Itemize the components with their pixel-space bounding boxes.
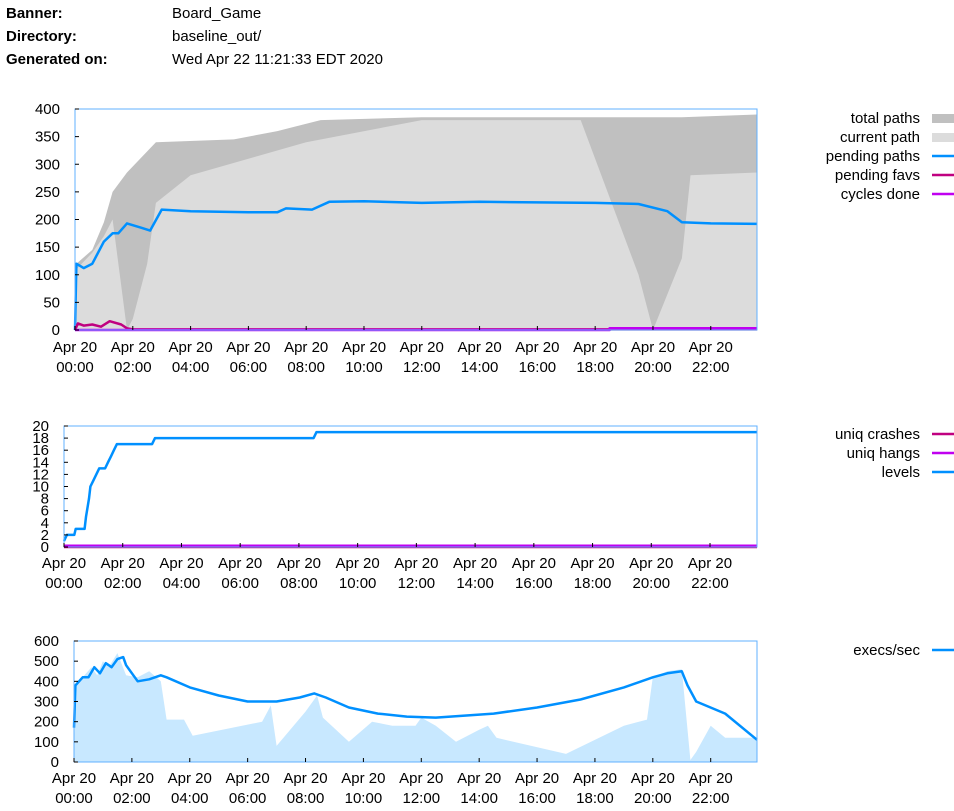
legend-label: uniq crashes (835, 426, 920, 443)
y-tick-label: 6 (41, 503, 49, 520)
legend-swatch (932, 133, 954, 142)
legend-item: uniq crashes (835, 426, 954, 443)
x-tick-label: Apr 20 08:00 (284, 339, 328, 376)
x-tick-label: Apr 20 04:00 (168, 339, 212, 376)
y-tick-label: 250 (35, 184, 60, 201)
legend-label: total paths (851, 110, 920, 127)
chart-1: 0 50 100 150 200 250 300 350 400 Apr 20 00:00 Apr 2… (35, 101, 954, 376)
banner-value: Board_Game (172, 5, 262, 22)
y-tick-label: 14 (32, 454, 49, 471)
y-tick-label: 0 (41, 539, 49, 556)
x-tick-label: Apr 20 02:00 (101, 555, 145, 592)
x-tick-label: Apr 20 14:00 (457, 339, 501, 376)
legend-item: cycles done (841, 186, 954, 203)
legend-item: current path (840, 129, 954, 146)
x-tick-label: Apr 20 02:00 (111, 339, 155, 376)
x-tick-label: Apr 20 20:00 (631, 339, 675, 376)
banner-label: Banner: (6, 5, 63, 22)
x-tick-label: Apr 20 18:00 (570, 555, 614, 592)
legend-label: current path (840, 129, 920, 146)
x-tick-label: Apr 20 12:00 (400, 339, 444, 376)
y-tick-label: 150 (35, 239, 60, 256)
y-tick-label: 300 (35, 156, 60, 173)
x-tick-label: Apr 20 20:00 (629, 555, 673, 592)
x-tick-label: Apr 20 00:00 (53, 339, 97, 376)
x-tick-label: Apr 20 22:00 (689, 339, 733, 376)
y-tick-label: 100 (34, 734, 59, 751)
x-tick-label: Apr 20 02:00 (110, 770, 154, 807)
x-tick-label: Apr 20 14:00 (457, 770, 501, 807)
y-tick-label: 400 (34, 673, 59, 690)
x-tick-label: Apr 20 08:00 (277, 555, 321, 592)
y-tick-label: 300 (34, 694, 59, 711)
x-tick-label: Apr 20 14:00 (453, 555, 497, 592)
y-tick-label: 50 (43, 294, 60, 311)
y-tick-label: 20 (32, 418, 49, 435)
legend-item: total paths (851, 110, 954, 127)
x-tick-label: Apr 20 10:00 (342, 339, 386, 376)
generated-value: Wed Apr 22 11:21:33 EDT 2020 (172, 51, 383, 68)
legend-label: cycles done (841, 186, 920, 203)
y-tick-label: 2 (41, 527, 49, 544)
x-tick-label: Apr 20 16:00 (515, 770, 559, 807)
directory-value: baseline_out/ (172, 28, 262, 45)
x-tick-label: Apr 20 08:00 (283, 770, 327, 807)
x-tick-label: Apr 20 22:00 (688, 555, 732, 592)
x-tick-label: Apr 20 04:00 (159, 555, 203, 592)
x-tick-label: Apr 20 00:00 (42, 555, 86, 592)
y-tick-label: 18 (32, 430, 49, 447)
plot-frame (63, 425, 758, 548)
legend-label: pending paths (826, 148, 920, 165)
x-tick-label: Apr 20 06:00 (226, 770, 270, 807)
x-tick-label: Apr 20 06:00 (218, 555, 262, 592)
x-tick-label: Apr 20 00:00 (52, 770, 96, 807)
y-tick-label: 200 (34, 714, 59, 731)
x-tick-label: Apr 20 12:00 (394, 555, 438, 592)
y-tick-label: 4 (41, 515, 49, 532)
x-tick-label: Apr 20 04:00 (168, 770, 212, 807)
series-execs-raw (74, 653, 757, 762)
x-tick-label: Apr 20 18:00 (573, 770, 617, 807)
y-tick-label: 500 (34, 653, 59, 670)
y-tick-label: 100 (35, 267, 60, 284)
y-tick-label: 12 (32, 466, 49, 483)
legend-item: pending favs (835, 167, 954, 184)
legend-item: pending paths (826, 148, 954, 165)
x-tick-label: Apr 20 06:00 (226, 339, 270, 376)
x-tick-label: Apr 20 16:00 (512, 555, 556, 592)
x-tick-label: Apr 20 10:00 (341, 770, 385, 807)
series-levels (62, 430, 757, 542)
y-tick-label: 0 (51, 754, 59, 771)
generated-label: Generated on: (6, 51, 108, 68)
directory-label: Directory: (6, 28, 77, 45)
y-tick-label: 8 (41, 491, 49, 508)
x-tick-label: Apr 20 22:00 (689, 770, 733, 807)
y-tick-label: 600 (34, 633, 59, 650)
x-tick-label: Apr 20 20:00 (631, 770, 675, 807)
y-tick-label: 350 (35, 129, 60, 146)
legend-label: uniq hangs (847, 445, 920, 462)
legend-label: levels (882, 464, 920, 481)
series-pending-paths (73, 200, 758, 331)
chart-3: 0 100 200 300 400 500 600 Apr 20 00:00 Apr 20 02:0… (34, 633, 954, 807)
legend-label: execs/sec (853, 642, 920, 659)
x-tick-label: Apr 20 12:00 (399, 770, 443, 807)
x-tick-label: Apr 20 18:00 (573, 339, 617, 376)
y-tick-label: 10 (32, 479, 49, 496)
series-execs-sec (72, 655, 758, 741)
y-tick-label: 200 (35, 212, 60, 229)
legend-item: execs/sec (853, 642, 954, 659)
y-tick-label: 400 (35, 101, 60, 118)
legend-item: levels (882, 464, 954, 481)
x-tick-label: Apr 20 10:00 (336, 555, 380, 592)
y-tick-label: 0 (52, 322, 60, 339)
y-tick-label: 16 (32, 442, 49, 459)
legend-swatch (932, 114, 954, 123)
legend-item: uniq hangs (847, 445, 954, 462)
x-tick-label: Apr 20 16:00 (515, 339, 559, 376)
series-current-path (75, 120, 757, 330)
legend-label: pending favs (835, 167, 920, 184)
